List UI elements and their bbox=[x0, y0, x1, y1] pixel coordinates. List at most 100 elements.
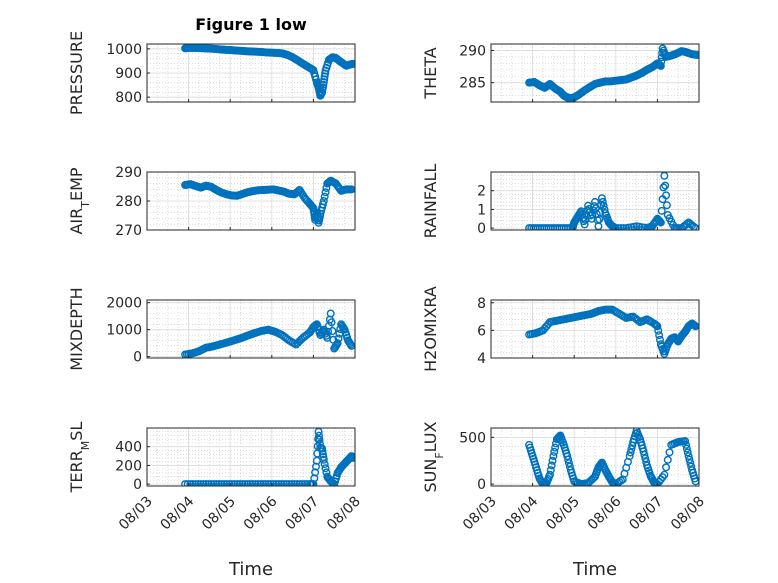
data-point bbox=[201, 480, 210, 486]
subplot-pressure: 800 900 1000 PRESSURE bbox=[67, 31, 356, 115]
data-point bbox=[349, 59, 355, 68]
subplot-air-temp: 270 280 290 AIRTEMP bbox=[67, 165, 356, 239]
data-point bbox=[256, 480, 265, 486]
data-point bbox=[318, 450, 327, 459]
y-tick-label: 4 bbox=[477, 351, 486, 367]
y-axis-label-rest: EMP bbox=[67, 167, 86, 201]
data-point bbox=[654, 326, 663, 335]
data-point bbox=[611, 224, 620, 230]
y-tick-label: 280 bbox=[115, 194, 142, 210]
data-point bbox=[656, 61, 665, 70]
data-point bbox=[682, 440, 691, 449]
data-point bbox=[248, 480, 257, 486]
data-point bbox=[318, 447, 327, 456]
data-point bbox=[580, 220, 589, 229]
y-tick-label: 2 bbox=[477, 184, 486, 200]
data-point bbox=[328, 327, 337, 336]
data-point bbox=[327, 318, 336, 327]
y-tick-label: 1000 bbox=[106, 42, 142, 58]
data-point bbox=[214, 480, 223, 486]
y-axis-label-subscript: M bbox=[79, 441, 92, 451]
data-series bbox=[525, 172, 699, 230]
data-point bbox=[681, 437, 690, 446]
data-point bbox=[548, 456, 557, 465]
data-point bbox=[659, 183, 668, 192]
data-point bbox=[277, 480, 286, 486]
subplot-theta: 285 290 THETA bbox=[421, 43, 700, 103]
data-point bbox=[693, 50, 699, 59]
y-axis-label: AIRTEMP bbox=[67, 167, 92, 234]
axes-box bbox=[146, 299, 356, 359]
data-point bbox=[625, 452, 634, 461]
figure-title: Figure 1 low bbox=[195, 15, 307, 34]
y-axis-label: SUNFLUX bbox=[421, 421, 446, 492]
data-point bbox=[191, 480, 200, 486]
data-point bbox=[546, 466, 555, 475]
data-point bbox=[627, 445, 636, 454]
y-axis-label: RAINFALL bbox=[421, 164, 440, 239]
data-point bbox=[333, 339, 342, 348]
axes-box bbox=[490, 299, 700, 359]
subplot-rainfall: 0 1 2 RAINFALL bbox=[421, 164, 700, 239]
data-point bbox=[660, 470, 669, 479]
y-axis-label-main: AIR bbox=[67, 208, 86, 235]
y-tick-label: 500 bbox=[459, 430, 486, 446]
subplot-h2omixra: 4 6 8 H2OMIXRA bbox=[421, 286, 700, 372]
data-point bbox=[617, 224, 625, 230]
data-point bbox=[641, 454, 650, 463]
data-point bbox=[261, 480, 270, 486]
data-point bbox=[319, 455, 328, 464]
data-point bbox=[549, 452, 558, 461]
data-point bbox=[597, 194, 606, 203]
data-point bbox=[662, 201, 671, 210]
data-point bbox=[626, 448, 635, 457]
y-axis-label: THETA bbox=[421, 47, 440, 99]
data-point bbox=[225, 480, 234, 486]
data-point bbox=[320, 460, 329, 469]
y-tick-label: 0 bbox=[133, 350, 142, 366]
data-point bbox=[320, 75, 329, 84]
data-point bbox=[614, 224, 623, 230]
data-point bbox=[292, 480, 301, 486]
data-point bbox=[619, 224, 628, 230]
data-series bbox=[181, 309, 355, 358]
data-point bbox=[320, 72, 329, 81]
data-point bbox=[564, 455, 573, 464]
data-point bbox=[246, 480, 255, 486]
data-series bbox=[181, 176, 355, 227]
data-point bbox=[684, 452, 693, 461]
data-point bbox=[259, 480, 268, 486]
data-point bbox=[217, 480, 226, 486]
data-point bbox=[563, 452, 572, 461]
data-point bbox=[683, 448, 692, 457]
data-point bbox=[565, 459, 574, 468]
data-point bbox=[282, 480, 291, 486]
data-point bbox=[188, 480, 197, 486]
data-point bbox=[186, 480, 195, 486]
data-point bbox=[321, 69, 330, 78]
data-point bbox=[295, 480, 304, 486]
y-tick-label: 400 bbox=[115, 440, 142, 456]
data-point bbox=[334, 334, 343, 343]
x-axis-label-right: Time bbox=[572, 559, 617, 580]
data-point bbox=[253, 480, 262, 486]
data-series bbox=[181, 428, 355, 486]
data-point bbox=[251, 480, 260, 486]
axes-box bbox=[490, 171, 700, 231]
data-point bbox=[240, 480, 249, 486]
data-point bbox=[199, 480, 208, 486]
data-point bbox=[682, 444, 691, 453]
data-point bbox=[207, 480, 216, 486]
data-point bbox=[204, 480, 213, 486]
data-point bbox=[662, 463, 671, 472]
axes-box bbox=[490, 43, 700, 103]
data-point bbox=[689, 222, 698, 230]
data-point bbox=[238, 480, 247, 486]
y-tick-label: 1000 bbox=[106, 323, 142, 339]
data-point bbox=[662, 191, 671, 200]
y-axis-label-main: TERR bbox=[67, 450, 86, 493]
y-axis-label-main: SUN bbox=[421, 459, 440, 493]
data-point bbox=[617, 476, 626, 485]
y-axis-label-rest: SL bbox=[67, 422, 86, 441]
data-point bbox=[545, 470, 554, 479]
